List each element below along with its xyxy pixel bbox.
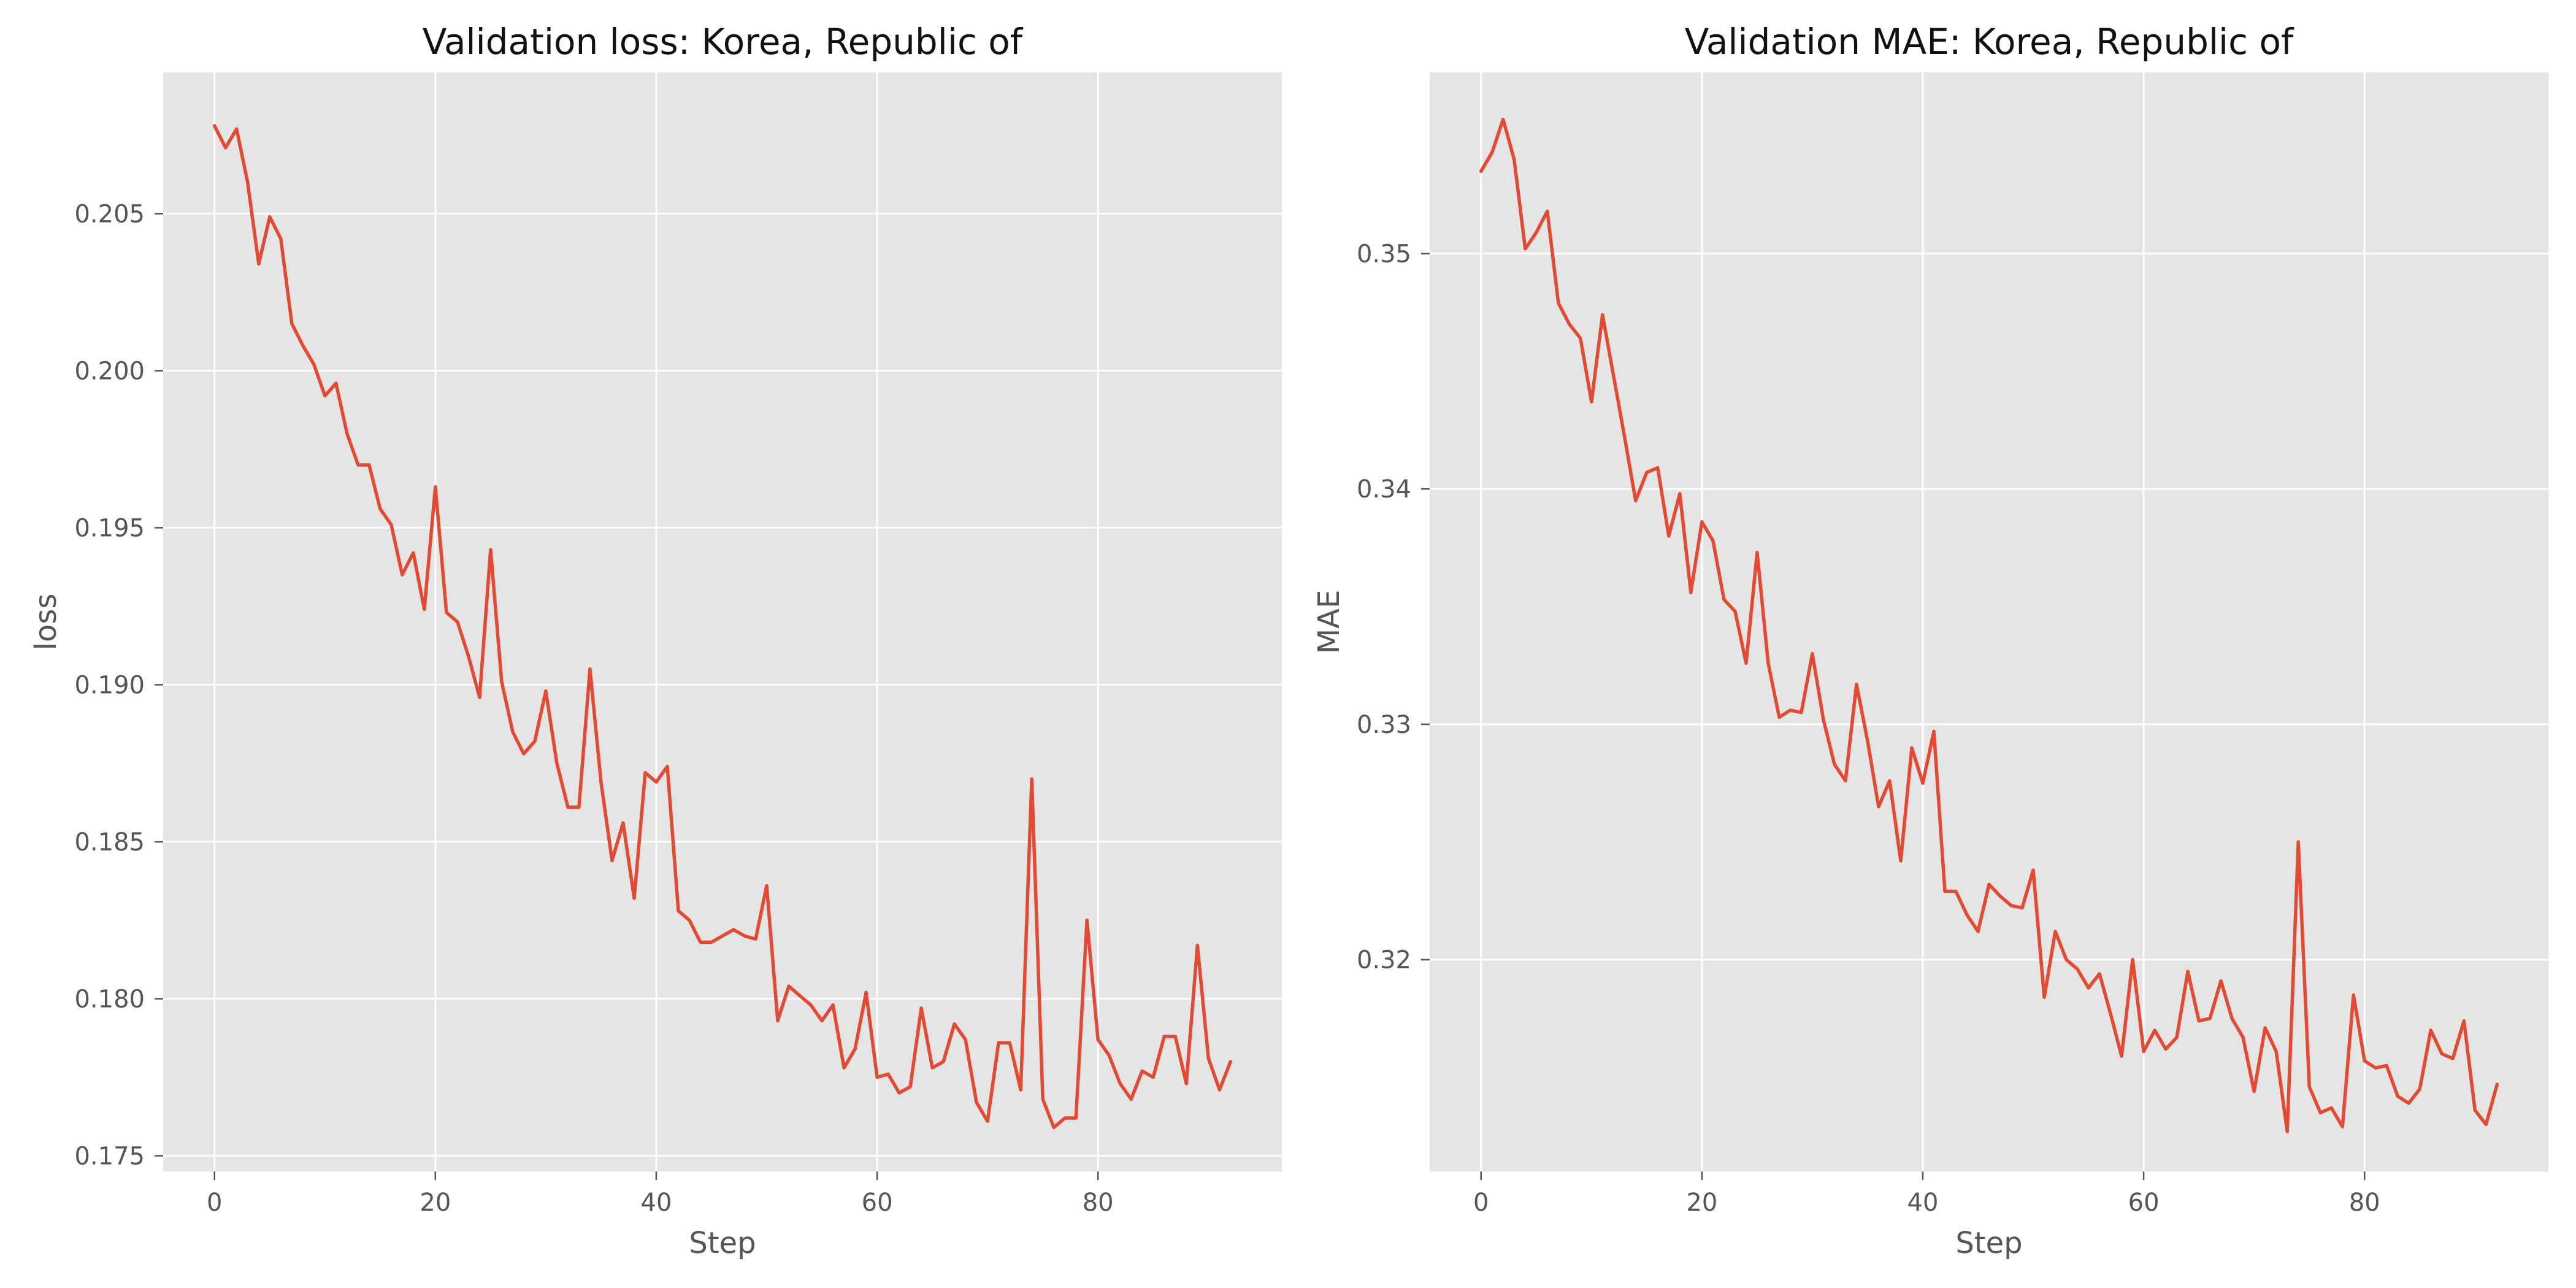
loss-series-line (212, 124, 1233, 1130)
mae-series-line (1479, 117, 2499, 1133)
mae-y-tick-label: 0.35 (1357, 240, 1411, 268)
mae-y-tick-label: 0.32 (1357, 946, 1411, 975)
loss-y-tick-label: 0.180 (74, 985, 145, 1013)
loss-y-tick-label: 0.190 (74, 671, 145, 699)
loss-x-tick-label: 40 (641, 1189, 672, 1217)
loss-y-tick-label: 0.195 (74, 514, 145, 542)
mae-x-tick-label: 80 (2349, 1189, 2380, 1217)
loss-chart-panel: 0 20 40 60 80 0.175 0.180 0.185 0.190 0.195 0.200 0… (29, 21, 1282, 1260)
mae-x-tick-label: 20 (1686, 1189, 1717, 1217)
mae-y-tick-label: 0.34 (1357, 475, 1411, 504)
mae-y-tick-label: 0.33 (1357, 711, 1411, 739)
loss-plot-area (163, 72, 1282, 1171)
mae-x-tick-label: 60 (2128, 1189, 2160, 1217)
mae-y-axis-label: MAE (1312, 590, 1346, 654)
loss-x-tick-label: 80 (1083, 1189, 1114, 1217)
loss-x-axis-label: Step (689, 1226, 756, 1260)
loss-y-axis-label: loss (29, 594, 63, 651)
loss-y-tick-label: 0.205 (74, 200, 145, 228)
loss-chart-title: Validation loss: Korea, Republic of (423, 21, 1024, 63)
mae-x-tick-label: 40 (1907, 1189, 1939, 1217)
loss-x-tick-label: 60 (862, 1189, 893, 1217)
mae-x-tick-label: 0 (1473, 1189, 1489, 1217)
loss-y-tick-label: 0.175 (74, 1142, 145, 1170)
loss-x-tick-label: 20 (420, 1189, 451, 1217)
mae-chart-title: Validation MAE: Korea, Republic of (1685, 21, 2294, 63)
loss-y-tick-label: 0.185 (74, 828, 145, 856)
mae-plot-area (1430, 72, 2548, 1171)
loss-x-tick-label: 0 (207, 1189, 222, 1217)
mae-x-axis-label: Step (1955, 1226, 2022, 1260)
loss-y-tick-label: 0.200 (74, 357, 145, 385)
mae-chart-panel: 0 20 40 60 80 0.32 0.33 0.34 0.35 Validation MAE:… (1312, 21, 2548, 1260)
